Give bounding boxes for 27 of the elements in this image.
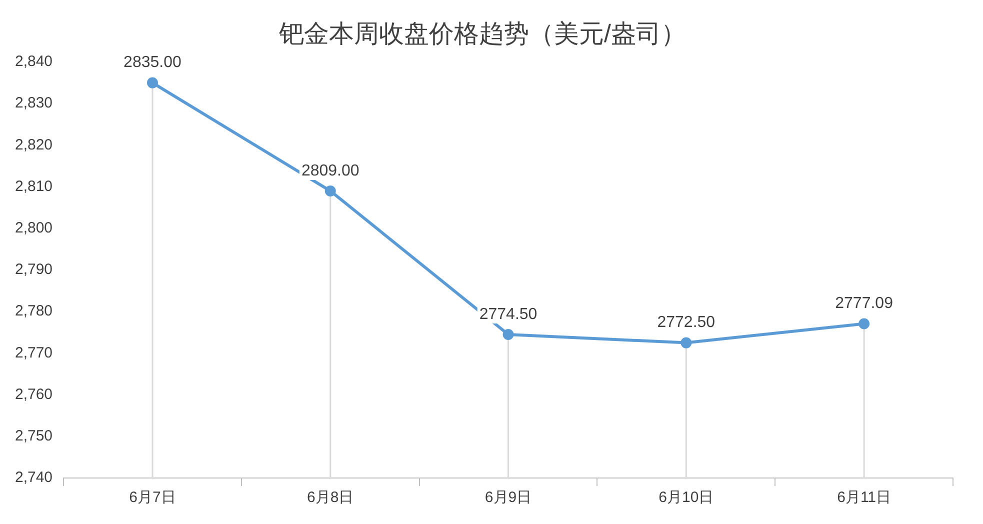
- chart-title: 钯金本周收盘价格趋势（美元/盎司）: [278, 20, 686, 48]
- point: [324, 185, 336, 196]
- y-tick-label: 2,840: [14, 53, 53, 70]
- y-tick-label: 2,750: [14, 428, 53, 445]
- point: [502, 328, 514, 340]
- y-tick-label: 2,810: [14, 178, 53, 195]
- y-tick-label: 2,790: [14, 261, 53, 278]
- y-tick-label: 2,820: [14, 136, 53, 154]
- x-tick-label: 6月10日: [658, 489, 714, 506]
- data-label: 2774.50: [479, 306, 538, 323]
- y-tick-label: 2,800: [14, 220, 53, 237]
- x-tick-label: 6月7日: [129, 489, 176, 506]
- y-tick-label: 2,770: [14, 344, 53, 362]
- point: [858, 318, 870, 330]
- x-tick-label: 6月9日: [484, 489, 532, 506]
- y-tick-label: 2,830: [14, 94, 53, 112]
- point: [680, 337, 692, 348]
- x-tick-label: 6月8日: [307, 489, 354, 506]
- data-label: 2835.00: [124, 54, 182, 72]
- y-tick-label: 2,740: [14, 469, 53, 486]
- point: [146, 77, 158, 88]
- data-label: 2777.09: [835, 295, 894, 312]
- y-tick-label: 2,760: [14, 386, 53, 403]
- data-label: 2809.00: [301, 162, 360, 180]
- y-tick-label: 2,780: [14, 302, 53, 320]
- x-tick-label: 6月11日: [837, 489, 892, 506]
- data-label: 2772.50: [657, 314, 716, 332]
